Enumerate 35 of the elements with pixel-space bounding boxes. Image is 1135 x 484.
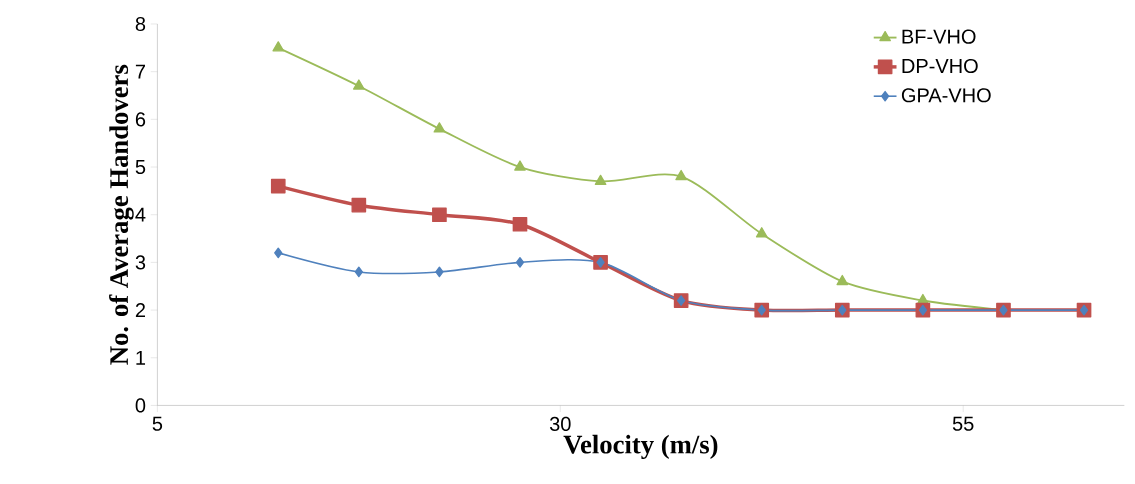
x-tick-label: 30 xyxy=(549,416,571,431)
point xyxy=(352,79,365,90)
legend-label: DP-VHO xyxy=(902,58,978,73)
point xyxy=(272,41,285,52)
point xyxy=(757,304,766,316)
point xyxy=(435,266,444,278)
point xyxy=(512,216,528,232)
y-tick-label: 3 xyxy=(135,255,146,270)
point xyxy=(594,174,607,185)
y-tick-label: 5 xyxy=(135,160,146,174)
y-tick-label: 1 xyxy=(136,350,146,365)
point xyxy=(433,122,446,133)
legend-label: GPA-VHO xyxy=(901,88,991,103)
y-tick-label: 4 xyxy=(135,207,146,222)
point xyxy=(836,274,849,286)
point xyxy=(351,197,367,213)
point xyxy=(514,160,526,171)
point xyxy=(515,257,525,268)
point xyxy=(838,304,847,316)
point xyxy=(675,169,688,181)
point xyxy=(432,207,447,222)
y-tick-label: 6 xyxy=(135,112,146,127)
y-axis-title: No. of Average Handovers xyxy=(109,64,134,365)
point xyxy=(270,178,286,194)
point xyxy=(755,227,768,238)
x-tick-label: 5 xyxy=(152,416,163,431)
y-tick-label: 2 xyxy=(135,303,146,317)
y-tick-label: 0 xyxy=(135,398,146,413)
y-tick-label: 8 xyxy=(135,16,146,32)
point xyxy=(354,266,364,278)
x-axis-title: Velocity (m/s) xyxy=(563,434,718,459)
legend-label: BF-VHO xyxy=(902,29,976,44)
x-tick-label: 55 xyxy=(952,416,974,431)
point xyxy=(274,247,283,259)
y-tick-label: 7 xyxy=(135,64,146,79)
